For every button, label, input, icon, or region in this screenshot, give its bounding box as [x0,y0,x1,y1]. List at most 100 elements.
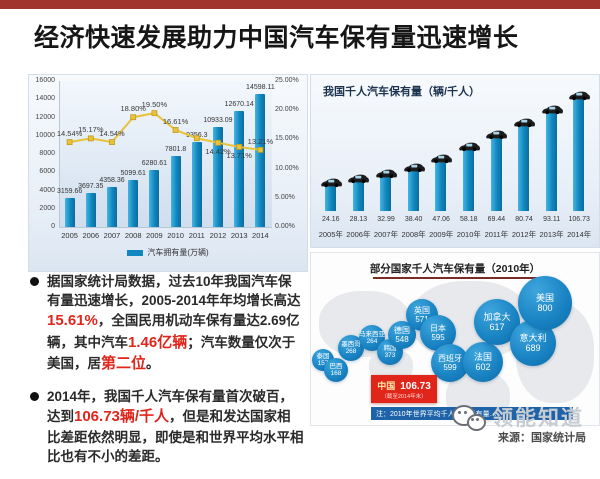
country-value: 548 [395,335,409,344]
car-icon [403,160,425,173]
country-bubble: 法国 602 [463,342,503,382]
highlighted-text: 第二位 [101,354,147,372]
bubble-chart-title: 部分国家千人汽车保有量（2010年） [369,263,541,275]
bar-value-label: 93.11 [543,216,561,223]
x-axis-label: 2011 [188,231,205,240]
bar-value-label: 80.74 [515,216,533,223]
bar [128,180,139,227]
y2-axis-tick: 10.00% [275,164,299,172]
country-value: 373 [384,352,396,359]
body-text: ，全国民用机动车保有量达2.69亿辆，其中汽车 [47,313,300,350]
y2-axis-tick: 5.00% [275,193,295,201]
country-bubble: 巴西 168 [324,358,348,382]
country-name: 加拿大 [483,311,511,322]
bar-value-label: 32.99 [377,216,395,223]
country-name: 泰国 [316,352,330,360]
bar-value-label: 4358.36 [99,177,125,185]
country-value: 571 [415,315,429,324]
line-value-label: 13.71% [226,150,252,160]
x-axis-label: 2008 [124,231,142,240]
y-axis-tick: 4000 [39,186,55,194]
bullet-item: 据国家统计局数据，过去10年我国汽车保有量迅速增长，2005-2014年年均增长… [30,272,304,374]
x-axis-label: 2009年 [429,230,454,239]
car-icon [430,151,453,164]
body-text: 2014年，我国千人汽车保有量首次破百，达到 [47,389,294,425]
x-axis-label: 2005年 [318,230,343,239]
x-axis-label: 2014 [252,231,269,240]
car-icon [320,175,342,188]
bar-value-label: 38.40 [404,216,423,223]
line-value-label: 14.54% [56,129,83,139]
country-name: 英国 [414,305,430,315]
watermark: 领能知道 [450,402,584,432]
bar-value-label: 9356.3 [186,131,208,139]
country-value: 157 [317,360,329,367]
bullet-text: 2014年，我国千人汽车保有量首次破百，达到106.73辆/千人，但是和发达国家… [47,387,304,466]
china-value: 106.73 [400,380,431,392]
body-text: 。 [146,355,160,371]
bar [407,170,419,211]
x-axis-label: 2014年 [567,230,592,239]
top-accent-bar [0,0,600,9]
x-axis-label: 2009 [146,231,163,240]
growth-line [29,75,307,271]
country-name: 美国 [535,292,554,303]
country-name: 法国 [473,351,492,362]
line-value-label: 16.61% [162,116,189,126]
bar [380,176,392,211]
line-value-label: 18.80% [120,104,146,114]
china-subnote: （截至2014年末） [381,393,427,400]
car-icon [568,88,591,100]
bar [573,97,585,211]
chart-legend: 汽车拥有量(万辆) [29,247,307,258]
bullet-dot [30,392,39,402]
wechat-icon-eye [458,411,461,414]
y2-axis-tick: 0.00% [275,223,295,230]
ownership-growth-combo-chart: 16000 14000 12000 10000 8000 6000 4000 2000 0 25.… [28,74,308,272]
bar [490,137,502,211]
china-highlight-box: 中国 106.73 （截至2014年末） [371,375,437,403]
bar-value-label: 12670.14 [224,101,254,109]
x-axis-label: 2010年 [456,230,481,239]
x-axis-label: 2007 [103,231,121,240]
y-axis-tick: 12000 [35,113,55,121]
x-axis-label: 2006 [82,231,100,240]
wechat-icon-eye [471,418,474,421]
country-value: 599 [443,363,457,372]
car-icon [541,102,563,115]
x-axis-label: 2006年 [346,230,371,239]
source-text: 来源：国家统计局 [498,432,586,444]
line-value-label: 19.50% [141,100,168,110]
country-value: 689 [525,343,541,353]
country-bubble: 西班牙 599 [431,344,469,382]
bar-value-label: 6280.61 [141,159,168,167]
x-axis-label: 2012 [209,231,227,240]
bar [325,185,336,211]
x-axis-label: 2010 [167,231,184,240]
bar [463,149,474,211]
line-value-label: 14.42% [205,146,231,156]
body-text: 据国家统计局数据，过去10年我国汽车保有量迅速增长，2005-2014年年均增长… [47,274,301,309]
bar [234,111,245,227]
bar-value-label: 3159.66 [56,188,83,196]
bar-value-label: 10933.09 [203,117,233,125]
country-bubble: 美国 800 [518,276,572,330]
page-title: 经济快速发展助力中国汽车保有量迅速增长 [34,24,519,52]
china-row: 中国 106.73 [377,379,431,392]
y2-axis-tick: 15.00% [275,135,299,143]
country-name: 马来西亚 [359,330,385,338]
country-name: 德国 [394,325,410,335]
bar-value-label: 24.16 [322,216,340,223]
car-icon [347,171,370,184]
car-icon [375,166,397,179]
y2-axis-tick: 25.00% [275,77,299,84]
bar [518,125,530,211]
line-value-label: 13.21% [247,136,274,146]
highlighted-text: 1.46亿辆 [128,333,188,351]
bar [545,112,557,211]
watermark-text: 领能知道 [492,407,584,430]
country-name: 日本 [430,323,446,333]
bar-value-label: 47.06 [432,216,450,223]
bubble-chart-title-underline [373,277,537,279]
wechat-icon-small-bubble [467,414,486,431]
